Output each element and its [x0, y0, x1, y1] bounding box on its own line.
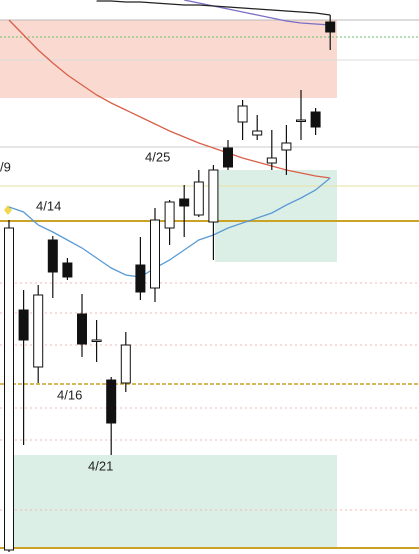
candle-body [252, 130, 263, 136]
date-label: 4/16 [57, 387, 82, 402]
resistance-zone [0, 20, 337, 98]
candle-body [310, 111, 321, 128]
candle-body [281, 142, 292, 151]
moving-average [8, 177, 331, 278]
candle-body [106, 379, 117, 424]
candle-body [164, 201, 175, 229]
moving-average [96, 0, 331, 16]
candle-body [325, 21, 336, 33]
marker [4, 205, 12, 215]
date-label: 4/14 [36, 198, 61, 213]
candle-body [4, 227, 14, 551]
background-layout [0, 19, 419, 549]
candle-body [47, 239, 58, 273]
support-zone [10, 455, 337, 548]
candle-body [266, 157, 277, 164]
support-zone [215, 170, 337, 262]
candle-body [237, 105, 248, 123]
date-label: 4/21 [88, 458, 113, 473]
date-label: 4/25 [145, 149, 170, 164]
candle-body [91, 339, 102, 342]
candle-body [62, 262, 73, 278]
candle-body [150, 219, 160, 289]
candle-body [223, 147, 233, 168]
moving-average [8, 19, 331, 179]
candle-body [208, 169, 219, 223]
moving-average [184, 0, 331, 26]
candle-body [120, 344, 131, 384]
candle-body [296, 119, 306, 122]
candle-body [18, 309, 29, 341]
candle-body [193, 181, 204, 216]
candle-body [135, 264, 146, 293]
date-label: /9 [0, 159, 11, 174]
candle-body [179, 198, 190, 207]
candle-body [77, 313, 87, 345]
candle-body [33, 294, 44, 368]
